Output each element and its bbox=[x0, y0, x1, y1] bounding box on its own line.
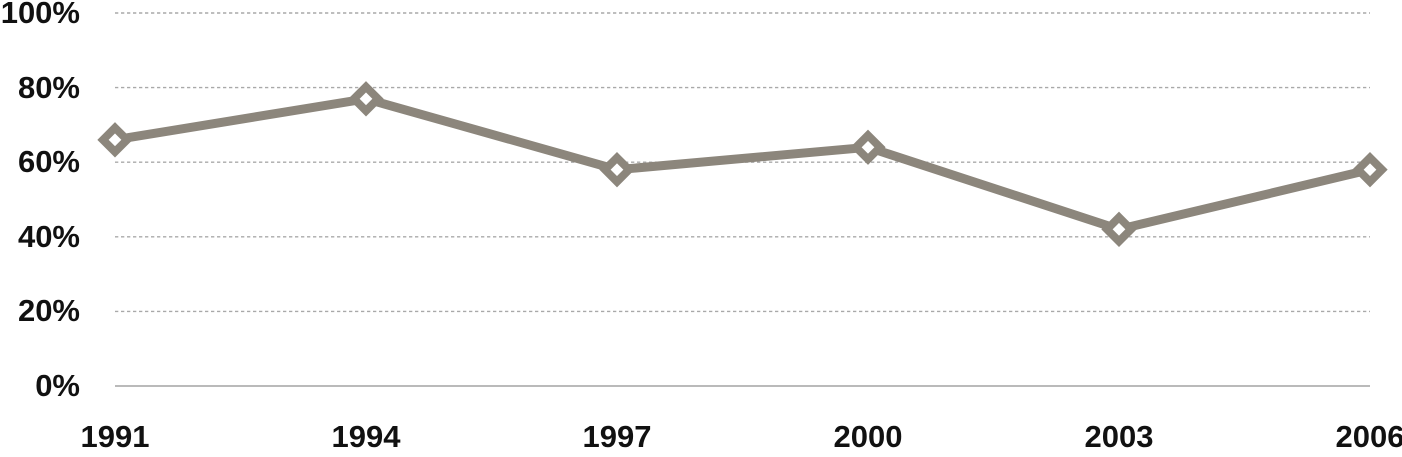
x-tick-label: 1997 bbox=[582, 419, 652, 454]
x-tick-label: 2003 bbox=[1084, 419, 1154, 454]
y-tick-label: 0% bbox=[35, 368, 80, 403]
y-tick-label: 60% bbox=[17, 144, 80, 180]
data-point-marker bbox=[1101, 211, 1137, 247]
data-point-marker bbox=[1352, 152, 1388, 188]
x-tick-label: 2000 bbox=[833, 419, 903, 454]
data-point-marker bbox=[348, 81, 384, 117]
y-tick-label: 40% bbox=[17, 218, 80, 254]
y-tick-label: 80% bbox=[17, 69, 80, 105]
x-tick-label: 2006 bbox=[1335, 419, 1402, 454]
data-point-marker bbox=[97, 122, 133, 158]
y-tick-label: 100% bbox=[0, 0, 80, 30]
data-line bbox=[114, 94, 1372, 235]
x-tick-label: 1994 bbox=[331, 419, 401, 454]
x-tick-label: 1991 bbox=[80, 419, 150, 454]
data-point-marker bbox=[599, 152, 635, 188]
data-point-marker bbox=[850, 129, 886, 165]
y-tick-label: 20% bbox=[17, 293, 80, 329]
